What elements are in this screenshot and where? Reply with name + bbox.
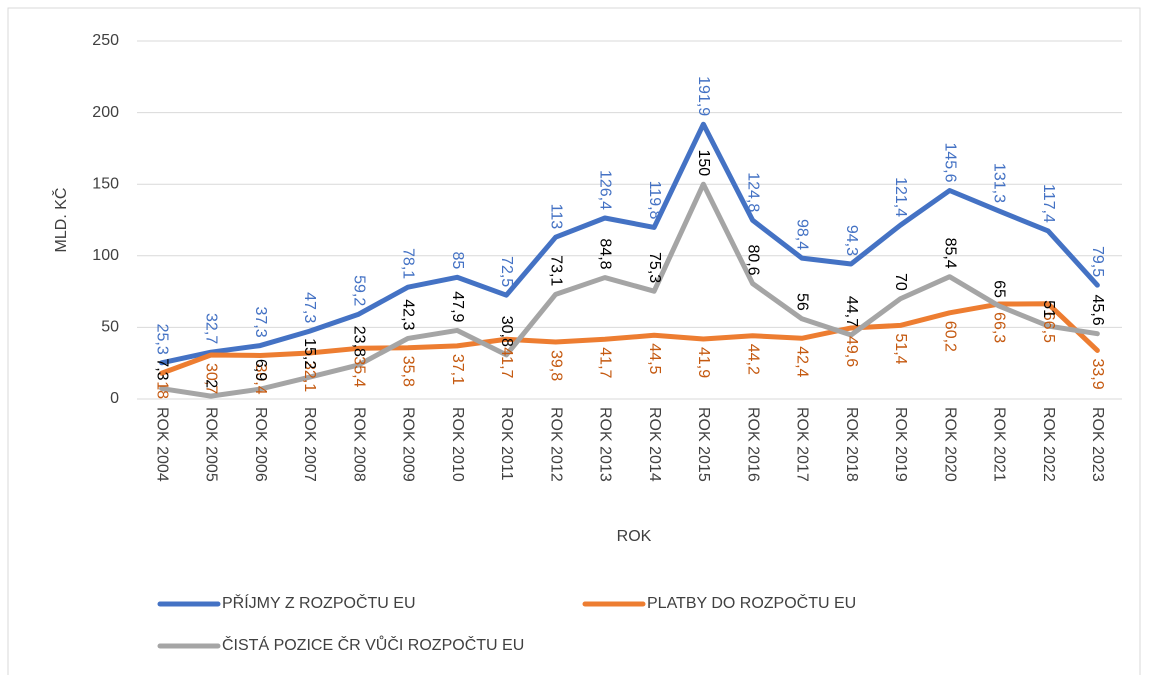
data-label: 70 [892, 273, 909, 291]
data-label: 45,6 [1089, 295, 1106, 326]
data-label: 131,3 [991, 163, 1008, 203]
data-label: 66,3 [991, 312, 1008, 343]
data-label: 51,4 [892, 333, 909, 364]
data-label: 47,3 [301, 292, 318, 323]
data-label: 33,9 [1089, 358, 1106, 389]
data-label: 150 [695, 149, 712, 176]
data-label: 94,3 [843, 225, 860, 256]
data-label: 44,7 [843, 296, 860, 327]
data-label: 66,5 [1040, 312, 1057, 343]
data-label: 75,3 [646, 252, 663, 283]
data-label: 35,4 [350, 356, 367, 387]
x-tick-label: ROK 2011 [498, 407, 515, 481]
x-tick-label: ROK 2021 [991, 407, 1008, 482]
x-tick-label: ROK 2019 [892, 407, 909, 482]
data-label: 51 [1040, 300, 1057, 318]
legend-label: PŘÍJMY Z ROZPOČTU EU [222, 593, 416, 612]
x-tick-label: ROK 2012 [547, 407, 564, 482]
y-tick-label: 100 [92, 247, 119, 264]
data-label: 49,6 [843, 336, 860, 367]
y-tick-label: 200 [92, 104, 119, 121]
x-axis-title: ROK [617, 528, 652, 545]
x-tick-label: ROK 2022 [1040, 407, 1057, 482]
x-tick-label: ROK 2010 [449, 407, 466, 482]
y-tick-label: 250 [92, 32, 119, 49]
data-label: 7,3 [153, 358, 170, 380]
data-label: 32,7 [203, 313, 220, 344]
data-label: 117,4 [1040, 184, 1057, 223]
data-label: 78,1 [400, 248, 417, 279]
data-label: 44,5 [646, 343, 663, 374]
data-label: 85 [449, 251, 466, 269]
y-tick-label: 150 [92, 175, 119, 192]
x-tick-label: ROK 2006 [252, 407, 269, 482]
data-label: 65 [991, 280, 1008, 298]
data-label: 37,3 [252, 306, 269, 337]
legend-label: ČISTÁ POZICE ČR VŮČI ROZPOČTU EU [222, 635, 524, 654]
x-tick-label: ROK 2013 [597, 407, 614, 482]
data-label: 60,2 [941, 321, 958, 352]
data-label: 73,1 [547, 255, 564, 286]
x-tick-label: ROK 2015 [695, 407, 712, 482]
data-label: 2 [203, 379, 220, 388]
data-label: 6,9 [252, 359, 269, 381]
x-tick-label: ROK 2018 [843, 407, 860, 482]
data-label: 79,5 [1089, 246, 1106, 277]
x-tick-label: ROK 2004 [153, 407, 170, 482]
data-label: 85,4 [941, 238, 958, 269]
data-label: 44,2 [744, 344, 761, 375]
data-label: 30,7 [203, 363, 220, 394]
legend-label: PLATBY DO ROZPOČTU EU [647, 593, 856, 612]
data-label: 30,4 [252, 363, 269, 394]
y-tick-label: 50 [101, 319, 119, 336]
data-label: 126,4 [597, 170, 614, 210]
data-label: 30,8 [498, 316, 515, 347]
data-label: 39,8 [547, 350, 564, 381]
data-label: 113 [547, 204, 564, 230]
data-label: 84,8 [597, 238, 614, 269]
data-label: 80,6 [744, 244, 761, 275]
x-tick-label: ROK 2014 [646, 407, 663, 482]
data-label: 41,7 [597, 347, 614, 378]
x-tick-label: ROK 2023 [1089, 407, 1106, 482]
data-label: 72,5 [498, 256, 515, 287]
data-label: 15,2 [301, 338, 318, 369]
data-label: 121,4 [892, 177, 909, 217]
data-label: 119,8 [646, 181, 663, 220]
x-tick-label: ROK 2007 [301, 407, 318, 482]
data-label: 191,9 [695, 76, 712, 116]
chart-frame [7, 7, 1141, 675]
x-tick-label: ROK 2020 [941, 407, 958, 482]
data-label: 56 [794, 293, 811, 311]
data-label: 25,3 [153, 324, 170, 355]
x-tick-label: ROK 2017 [794, 407, 811, 482]
series-line [159, 121, 1100, 366]
data-label: 59,2 [350, 275, 367, 306]
data-label: 23,8 [350, 326, 367, 357]
y-axis-title: MLD. KČ [51, 188, 70, 253]
data-label: 145,6 [941, 142, 958, 182]
data-label: 35,8 [400, 356, 417, 387]
data-label: 47,9 [449, 291, 466, 322]
x-tick-label: ROK 2008 [350, 407, 367, 482]
data-label: 42,3 [400, 299, 417, 330]
data-label: 41,7 [498, 347, 515, 378]
data-label: 42,4 [794, 346, 811, 377]
y-tick-label: 0 [110, 390, 119, 407]
data-label: 124,8 [744, 172, 761, 212]
x-tick-label: ROK 2005 [203, 407, 220, 482]
data-label: 41,9 [695, 347, 712, 378]
data-label: 37,1 [449, 354, 466, 385]
series-line [159, 181, 1100, 399]
x-tick-label: ROK 2016 [744, 407, 761, 482]
data-label: 18 [153, 381, 170, 399]
data-label: 32,1 [301, 361, 318, 392]
series-line [159, 301, 1100, 376]
x-tick-label: ROK 2009 [400, 407, 417, 482]
data-label: 98,4 [794, 219, 811, 250]
